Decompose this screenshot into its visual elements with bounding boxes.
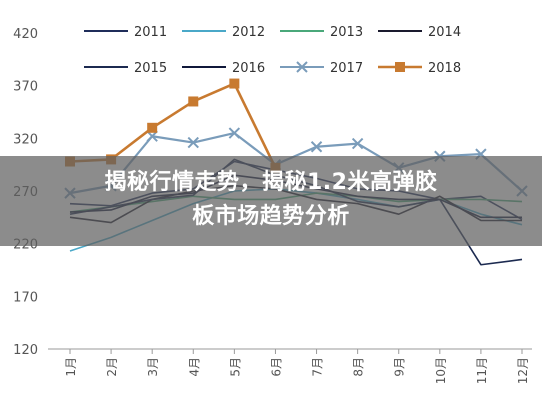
data-point [351, 137, 364, 150]
banner-title-line-2: 板市场趋势分析 [192, 204, 350, 229]
legend-marker [395, 62, 405, 72]
y-tick-label: 420 [13, 27, 38, 42]
data-point [147, 122, 158, 133]
data-point [310, 141, 323, 153]
x-tick-label: 10月 [434, 357, 448, 384]
y-tick-label: 320 [13, 132, 38, 147]
x-tick-label: 8月 [352, 357, 366, 377]
banner-title: 揭秘行情走势，揭秘1.2米高弹胶 板市场趋势分析 [0, 166, 542, 234]
data-point [187, 136, 199, 149]
x-tick-label: 3月 [146, 357, 160, 377]
legend-item-2015: 2015 [84, 61, 167, 76]
legend-label: 2012 [232, 25, 265, 40]
data-point [188, 96, 199, 107]
legend-label: 2018 [428, 61, 461, 76]
x-tick-label: 9月 [393, 357, 407, 377]
legend-item-2017: 2017 [280, 61, 363, 76]
legend-label: 2013 [330, 25, 363, 40]
legend-item-2012: 2012 [182, 25, 265, 40]
x-tick-label: 4月 [187, 357, 201, 377]
series-line [69, 131, 523, 195]
legend-marker [296, 61, 308, 73]
legend-label: 2014 [428, 25, 461, 40]
y-tick-label: 170 [13, 290, 38, 305]
legend-label: 2015 [134, 61, 167, 76]
x-tick-label: 1月 [64, 357, 78, 377]
y-tick-label: 370 [13, 80, 38, 95]
x-tick-label: 2月 [105, 357, 119, 377]
legend-label: 2017 [330, 61, 363, 76]
x-tick-label: 7月 [311, 357, 325, 377]
legend-item-2011: 2011 [84, 25, 167, 40]
data-point [228, 127, 241, 139]
x-tick-label: 11月 [475, 357, 489, 384]
legend-label: 2011 [134, 25, 167, 40]
title-banner [0, 156, 542, 246]
x-tick-label: 6月 [269, 357, 283, 377]
legend-item-2018: 2018 [378, 61, 461, 76]
legend-item-2014: 2014 [378, 25, 461, 40]
chart-legend: 2011 2012 2013 2014 2015 2016 2017 2018 [84, 25, 461, 76]
legend-item-2016: 2016 [182, 61, 265, 76]
legend-item-2013: 2013 [280, 25, 363, 40]
y-tick-label: 120 [13, 343, 38, 358]
banner-title-line-1: 揭秘行情走势，揭秘1.2米高弹胶 [104, 170, 438, 195]
legend-label: 2016 [232, 61, 265, 76]
x-tick-label: 12月 [516, 357, 530, 384]
x-tick-label: 5月 [228, 357, 242, 377]
data-point [229, 78, 240, 89]
data-point [146, 130, 158, 142]
